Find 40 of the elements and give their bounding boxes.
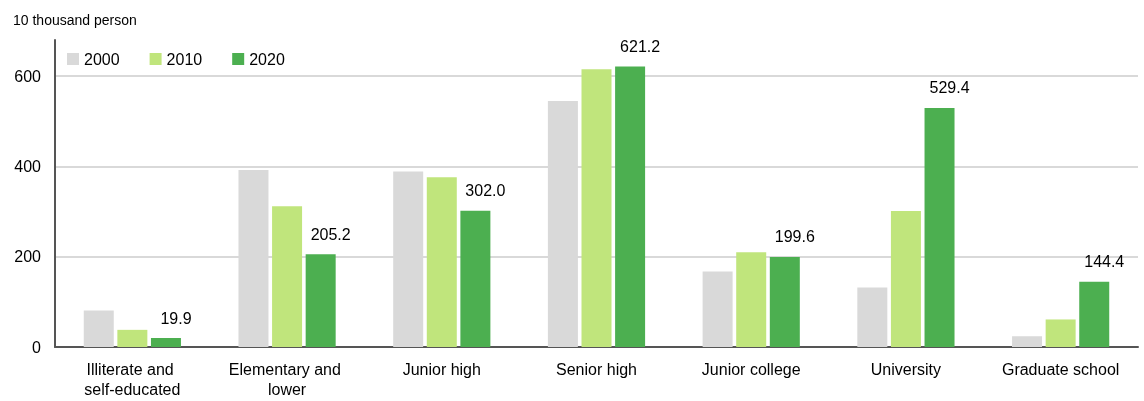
bar [890,211,921,347]
y-tick-label: 0 [32,338,42,356]
bar [460,210,491,347]
bar [702,271,733,347]
y-axis-title: 10 thousand person [13,12,137,28]
legend-label: 2020 [249,50,285,68]
bar [769,256,800,347]
x-tick-label: Senior high [556,360,637,378]
x-tick-label: University [870,360,942,378]
y-tick-label: 200 [14,248,42,266]
bar [1079,281,1110,347]
bar [736,252,767,347]
bar [117,329,148,347]
bar [305,254,336,347]
data-label: 205.2 [310,225,351,243]
data-label: 302.0 [465,182,506,200]
bar [857,287,888,347]
bar [1045,319,1076,347]
legend-label: 2000 [84,50,120,68]
bar [615,66,646,347]
data-label: 621.2 [620,38,661,56]
bar [924,107,955,347]
x-tick-label: Junior high [402,360,481,378]
bar [581,69,612,347]
data-label: 529.4 [929,79,970,97]
data-label: 199.6 [774,228,815,246]
x-tick-label: Junior college [701,360,801,378]
y-tick-label: 400 [14,157,42,175]
legend-label: 2010 [166,50,203,68]
data-label: 144.4 [1084,253,1125,271]
x-tick-label: Graduate school [1001,360,1120,378]
y-tick-label: 600 [14,67,42,85]
bar [83,310,114,347]
bar [272,206,303,347]
x-tick-label: Illiterate and self-educated [84,360,181,398]
bar [1012,336,1043,347]
bar [150,338,181,347]
x-tick-label: Elementary and lower [228,360,346,398]
bar [426,177,457,347]
data-label: 19.9 [160,309,192,327]
